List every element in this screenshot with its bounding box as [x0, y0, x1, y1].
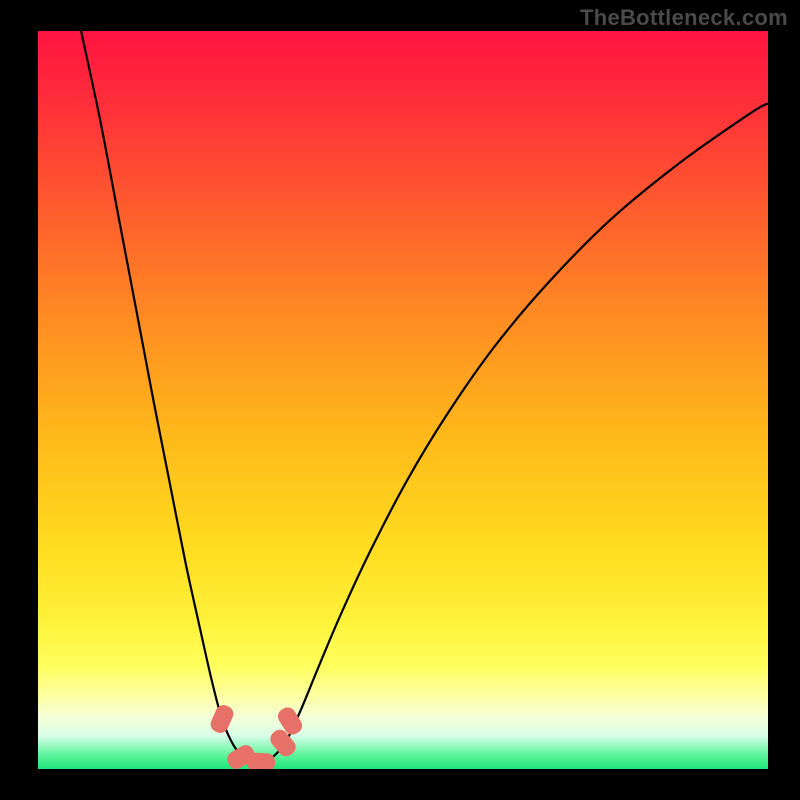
watermark-text: TheBottleneck.com: [580, 5, 788, 31]
right-curve: [257, 103, 768, 763]
curve-marker: [247, 752, 276, 769]
curve-layer: [38, 31, 768, 769]
plot-area: [38, 31, 768, 769]
left-curve: [81, 31, 257, 763]
